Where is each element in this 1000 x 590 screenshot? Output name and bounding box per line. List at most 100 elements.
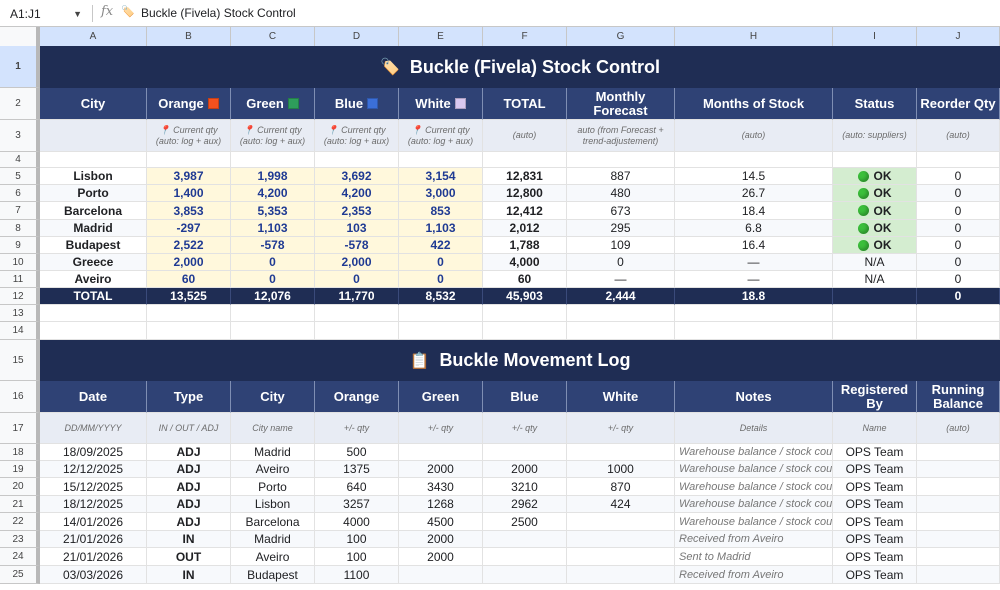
stock-forecast[interactable]: — bbox=[567, 271, 675, 288]
empty-cell[interactable] bbox=[147, 305, 231, 322]
stock-total-blue[interactable]: 11,770 bbox=[315, 288, 399, 305]
log-header-orange[interactable]: Orange bbox=[315, 381, 399, 413]
log-green[interactable]: 2000 bbox=[399, 548, 483, 566]
stock-blue[interactable]: -578 bbox=[315, 237, 399, 254]
stock-subheader[interactable]: (auto: suppliers) bbox=[833, 120, 917, 152]
chevron-down-icon[interactable]: ▼ bbox=[73, 9, 82, 19]
log-green[interactable]: 2000 bbox=[399, 531, 483, 548]
stock-total-status[interactable] bbox=[833, 288, 917, 305]
stock-blue[interactable]: 103 bbox=[315, 220, 399, 237]
stock-status[interactable]: OK bbox=[833, 220, 917, 237]
log-city[interactable]: Lisbon bbox=[231, 496, 315, 513]
log-white[interactable]: 1000 bbox=[567, 461, 675, 478]
log-registered-by[interactable]: OPS Team bbox=[833, 531, 917, 548]
log-green[interactable]: 1268 bbox=[399, 496, 483, 513]
stock-orange[interactable]: 2,000 bbox=[147, 254, 231, 271]
log-white[interactable]: 870 bbox=[567, 478, 675, 496]
stock-reorder[interactable]: 0 bbox=[917, 271, 1000, 288]
stock-white[interactable]: 3,000 bbox=[399, 185, 483, 202]
empty-cell[interactable] bbox=[675, 305, 833, 322]
log-date[interactable]: 18/12/2025 bbox=[40, 496, 147, 513]
stock-total-orange[interactable]: 13,525 bbox=[147, 288, 231, 305]
log-notes[interactable]: Received from Aveiro bbox=[675, 531, 833, 548]
log-orange[interactable]: 1375 bbox=[315, 461, 399, 478]
row-header-3[interactable]: 3 bbox=[0, 120, 40, 152]
stock-subheader[interactable]: 📍 Current qty (auto: log + aux) bbox=[399, 120, 483, 152]
stock-green[interactable]: -578 bbox=[231, 237, 315, 254]
stock-reorder[interactable]: 0 bbox=[917, 168, 1000, 185]
log-running-balance[interactable] bbox=[917, 461, 1000, 478]
stock-total[interactable]: 12,412 bbox=[483, 202, 567, 220]
log-date[interactable]: 03/03/2026 bbox=[40, 566, 147, 584]
log-registered-by[interactable]: OPS Team bbox=[833, 513, 917, 531]
stock-orange[interactable]: 1,400 bbox=[147, 185, 231, 202]
stock-total[interactable]: 2,012 bbox=[483, 220, 567, 237]
stock-forecast[interactable]: 673 bbox=[567, 202, 675, 220]
log-city[interactable]: Budapest bbox=[231, 566, 315, 584]
log-header-notes[interactable]: Notes bbox=[675, 381, 833, 413]
stock-white[interactable]: 1,103 bbox=[399, 220, 483, 237]
log-blue[interactable] bbox=[483, 548, 567, 566]
row-header-11[interactable]: 11 bbox=[0, 271, 40, 288]
log-blue[interactable] bbox=[483, 444, 567, 461]
stock-subheader[interactable]: 📍 Current qty (auto: log + aux) bbox=[315, 120, 399, 152]
empty-cell[interactable] bbox=[483, 152, 567, 168]
log-header-date[interactable]: Date bbox=[40, 381, 147, 413]
log-orange[interactable]: 1100 bbox=[315, 566, 399, 584]
log-subheader[interactable]: City name bbox=[231, 413, 315, 444]
log-type[interactable]: IN bbox=[147, 566, 231, 584]
stock-header-reorder-qty[interactable]: Reorder Qty bbox=[917, 88, 1000, 120]
empty-cell[interactable] bbox=[40, 305, 147, 322]
empty-cell[interactable] bbox=[147, 152, 231, 168]
row-header-9[interactable]: 9 bbox=[0, 237, 40, 254]
empty-cell[interactable] bbox=[675, 152, 833, 168]
stock-city[interactable]: Porto bbox=[40, 185, 147, 202]
log-running-balance[interactable] bbox=[917, 548, 1000, 566]
row-header-17[interactable]: 17 bbox=[0, 413, 40, 444]
empty-cell[interactable] bbox=[315, 322, 399, 340]
empty-cell[interactable] bbox=[40, 322, 147, 340]
log-subheader[interactable]: IN / OUT / ADJ bbox=[147, 413, 231, 444]
log-subheader[interactable]: +/- qty bbox=[315, 413, 399, 444]
column-header-e[interactable]: E bbox=[399, 27, 483, 46]
log-notes[interactable]: Received from Aveiro bbox=[675, 566, 833, 584]
row-header-20[interactable]: 20 bbox=[0, 478, 40, 496]
empty-cell[interactable] bbox=[483, 305, 567, 322]
stock-total-forecast[interactable]: 2,444 bbox=[567, 288, 675, 305]
log-header-registered-by[interactable]: Registered By bbox=[833, 381, 917, 413]
stock-green[interactable]: 1,103 bbox=[231, 220, 315, 237]
stock-blue[interactable]: 3,692 bbox=[315, 168, 399, 185]
row-header-1[interactable]: 1 bbox=[0, 46, 40, 88]
log-notes[interactable]: Warehouse balance / stock count bbox=[675, 513, 833, 531]
empty-cell[interactable] bbox=[231, 152, 315, 168]
column-header-b[interactable]: B bbox=[147, 27, 231, 46]
stock-subheader[interactable]: 📍 Current qty (auto: log + aux) bbox=[147, 120, 231, 152]
row-header-7[interactable]: 7 bbox=[0, 202, 40, 220]
stock-green[interactable]: 0 bbox=[231, 271, 315, 288]
empty-cell[interactable] bbox=[147, 322, 231, 340]
stock-subheader[interactable]: auto (from Forecast + trend-adjustement) bbox=[567, 120, 675, 152]
stock-months[interactable]: 14.5 bbox=[675, 168, 833, 185]
log-header-blue[interactable]: Blue bbox=[483, 381, 567, 413]
stock-months[interactable]: — bbox=[675, 254, 833, 271]
log-orange[interactable]: 4000 bbox=[315, 513, 399, 531]
row-header-4[interactable]: 4 bbox=[0, 152, 40, 168]
log-subheader[interactable]: Name bbox=[833, 413, 917, 444]
log-date[interactable]: 15/12/2025 bbox=[40, 478, 147, 496]
column-header-f[interactable]: F bbox=[483, 27, 567, 46]
empty-cell[interactable] bbox=[399, 152, 483, 168]
log-notes[interactable]: Warehouse balance / stock count bbox=[675, 461, 833, 478]
log-orange[interactable]: 100 bbox=[315, 531, 399, 548]
stock-city[interactable]: Lisbon bbox=[40, 168, 147, 185]
stock-total[interactable]: 1,788 bbox=[483, 237, 567, 254]
empty-cell[interactable] bbox=[399, 322, 483, 340]
empty-cell[interactable] bbox=[833, 322, 917, 340]
column-header-a[interactable]: A bbox=[40, 27, 147, 46]
column-header-c[interactable]: C bbox=[231, 27, 315, 46]
row-header-25[interactable]: 25 bbox=[0, 566, 40, 584]
empty-cell[interactable] bbox=[917, 305, 1000, 322]
stock-city[interactable]: Budapest bbox=[40, 237, 147, 254]
log-white[interactable]: 424 bbox=[567, 496, 675, 513]
row-header-10[interactable]: 10 bbox=[0, 254, 40, 271]
empty-cell[interactable] bbox=[315, 152, 399, 168]
